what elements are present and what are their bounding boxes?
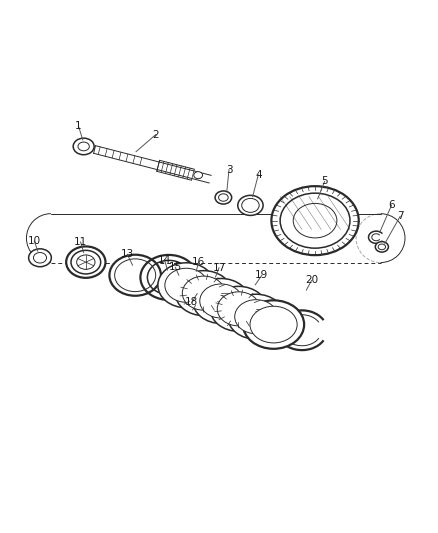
- Ellipse shape: [158, 263, 215, 308]
- Ellipse shape: [280, 193, 350, 248]
- Ellipse shape: [78, 142, 89, 151]
- Ellipse shape: [293, 204, 337, 238]
- Ellipse shape: [217, 292, 260, 326]
- Ellipse shape: [110, 255, 161, 296]
- Text: 6: 6: [388, 200, 395, 211]
- Text: 17: 17: [212, 263, 226, 273]
- Ellipse shape: [228, 294, 285, 339]
- Ellipse shape: [378, 244, 385, 249]
- Text: 11: 11: [74, 237, 87, 247]
- Text: 14: 14: [158, 255, 171, 264]
- Text: 20: 20: [305, 276, 318, 286]
- Text: 16: 16: [192, 257, 205, 267]
- Ellipse shape: [238, 195, 263, 215]
- Text: 7: 7: [397, 211, 403, 221]
- Ellipse shape: [250, 306, 297, 343]
- Text: 1: 1: [75, 121, 82, 131]
- Ellipse shape: [33, 253, 46, 263]
- Text: 4: 4: [255, 170, 261, 180]
- Ellipse shape: [71, 251, 101, 274]
- Ellipse shape: [219, 194, 228, 201]
- Ellipse shape: [272, 186, 359, 255]
- Ellipse shape: [194, 172, 202, 179]
- Ellipse shape: [215, 191, 232, 204]
- Ellipse shape: [200, 284, 243, 318]
- Ellipse shape: [175, 271, 232, 316]
- Text: 2: 2: [152, 130, 159, 140]
- Ellipse shape: [235, 300, 278, 334]
- Text: 15: 15: [169, 262, 182, 272]
- Text: 19: 19: [255, 270, 268, 280]
- Ellipse shape: [73, 138, 94, 155]
- Ellipse shape: [193, 279, 250, 324]
- Ellipse shape: [77, 255, 95, 269]
- Text: 13: 13: [121, 249, 134, 259]
- Text: 18: 18: [185, 297, 198, 308]
- Text: 10: 10: [28, 236, 41, 246]
- Ellipse shape: [242, 198, 259, 212]
- Ellipse shape: [28, 249, 51, 266]
- Ellipse shape: [243, 300, 304, 349]
- Ellipse shape: [210, 286, 267, 332]
- Ellipse shape: [182, 276, 225, 310]
- Ellipse shape: [66, 246, 106, 278]
- Text: 5: 5: [321, 176, 328, 187]
- Ellipse shape: [115, 259, 155, 292]
- Text: 3: 3: [226, 165, 232, 175]
- Ellipse shape: [165, 268, 208, 302]
- Ellipse shape: [375, 241, 389, 252]
